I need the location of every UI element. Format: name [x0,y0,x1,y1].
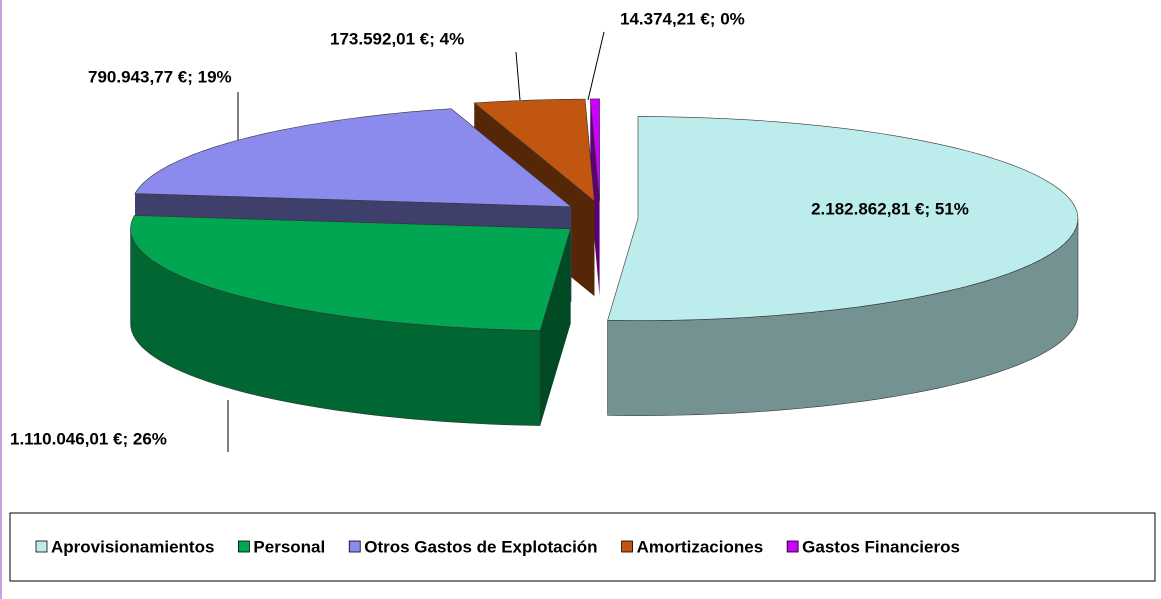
slice-wall [590,98,600,296]
pie [130,98,1079,426]
legend-label: Aprovisionamientos [51,537,214,556]
slice-top [607,116,1079,321]
slice-top [134,108,573,208]
data-label: 2.182.862,81 €; 51% [811,199,969,218]
data-label: 790.943,77 €; 19% [88,67,232,86]
legend-label: Personal [253,537,325,556]
legend-swatch [238,540,250,553]
slice [607,116,1079,416]
legend-label: Gastos Financieros [802,537,960,556]
labels: 2.182.862,81 €; 51% 1.110.046,01 €; 26% 79… [10,9,969,452]
data-label: 14.374,21 €; 0% [620,9,745,28]
legend-swatch [786,540,799,553]
legend-label: Otros Gastos de Explotación [364,537,597,556]
legend: Aprovisionamientos Personal Otros Gastos d… [35,537,960,556]
slice-top [589,98,600,201]
legend-swatch [621,540,633,553]
legend-box [9,512,1156,582]
leader-line [587,31,605,101]
legend-label: Amortizaciones [637,537,764,556]
slice-top [130,215,571,331]
legend-swatch [35,540,48,553]
data-label: 1.110.046,01 €; 26% [10,429,167,448]
data-label: 173.592,01 €; 4% [330,29,464,48]
slice-top [473,98,595,202]
legend-swatch [348,540,361,553]
leader-line [515,51,521,101]
slice [589,98,600,296]
slice [130,215,571,426]
